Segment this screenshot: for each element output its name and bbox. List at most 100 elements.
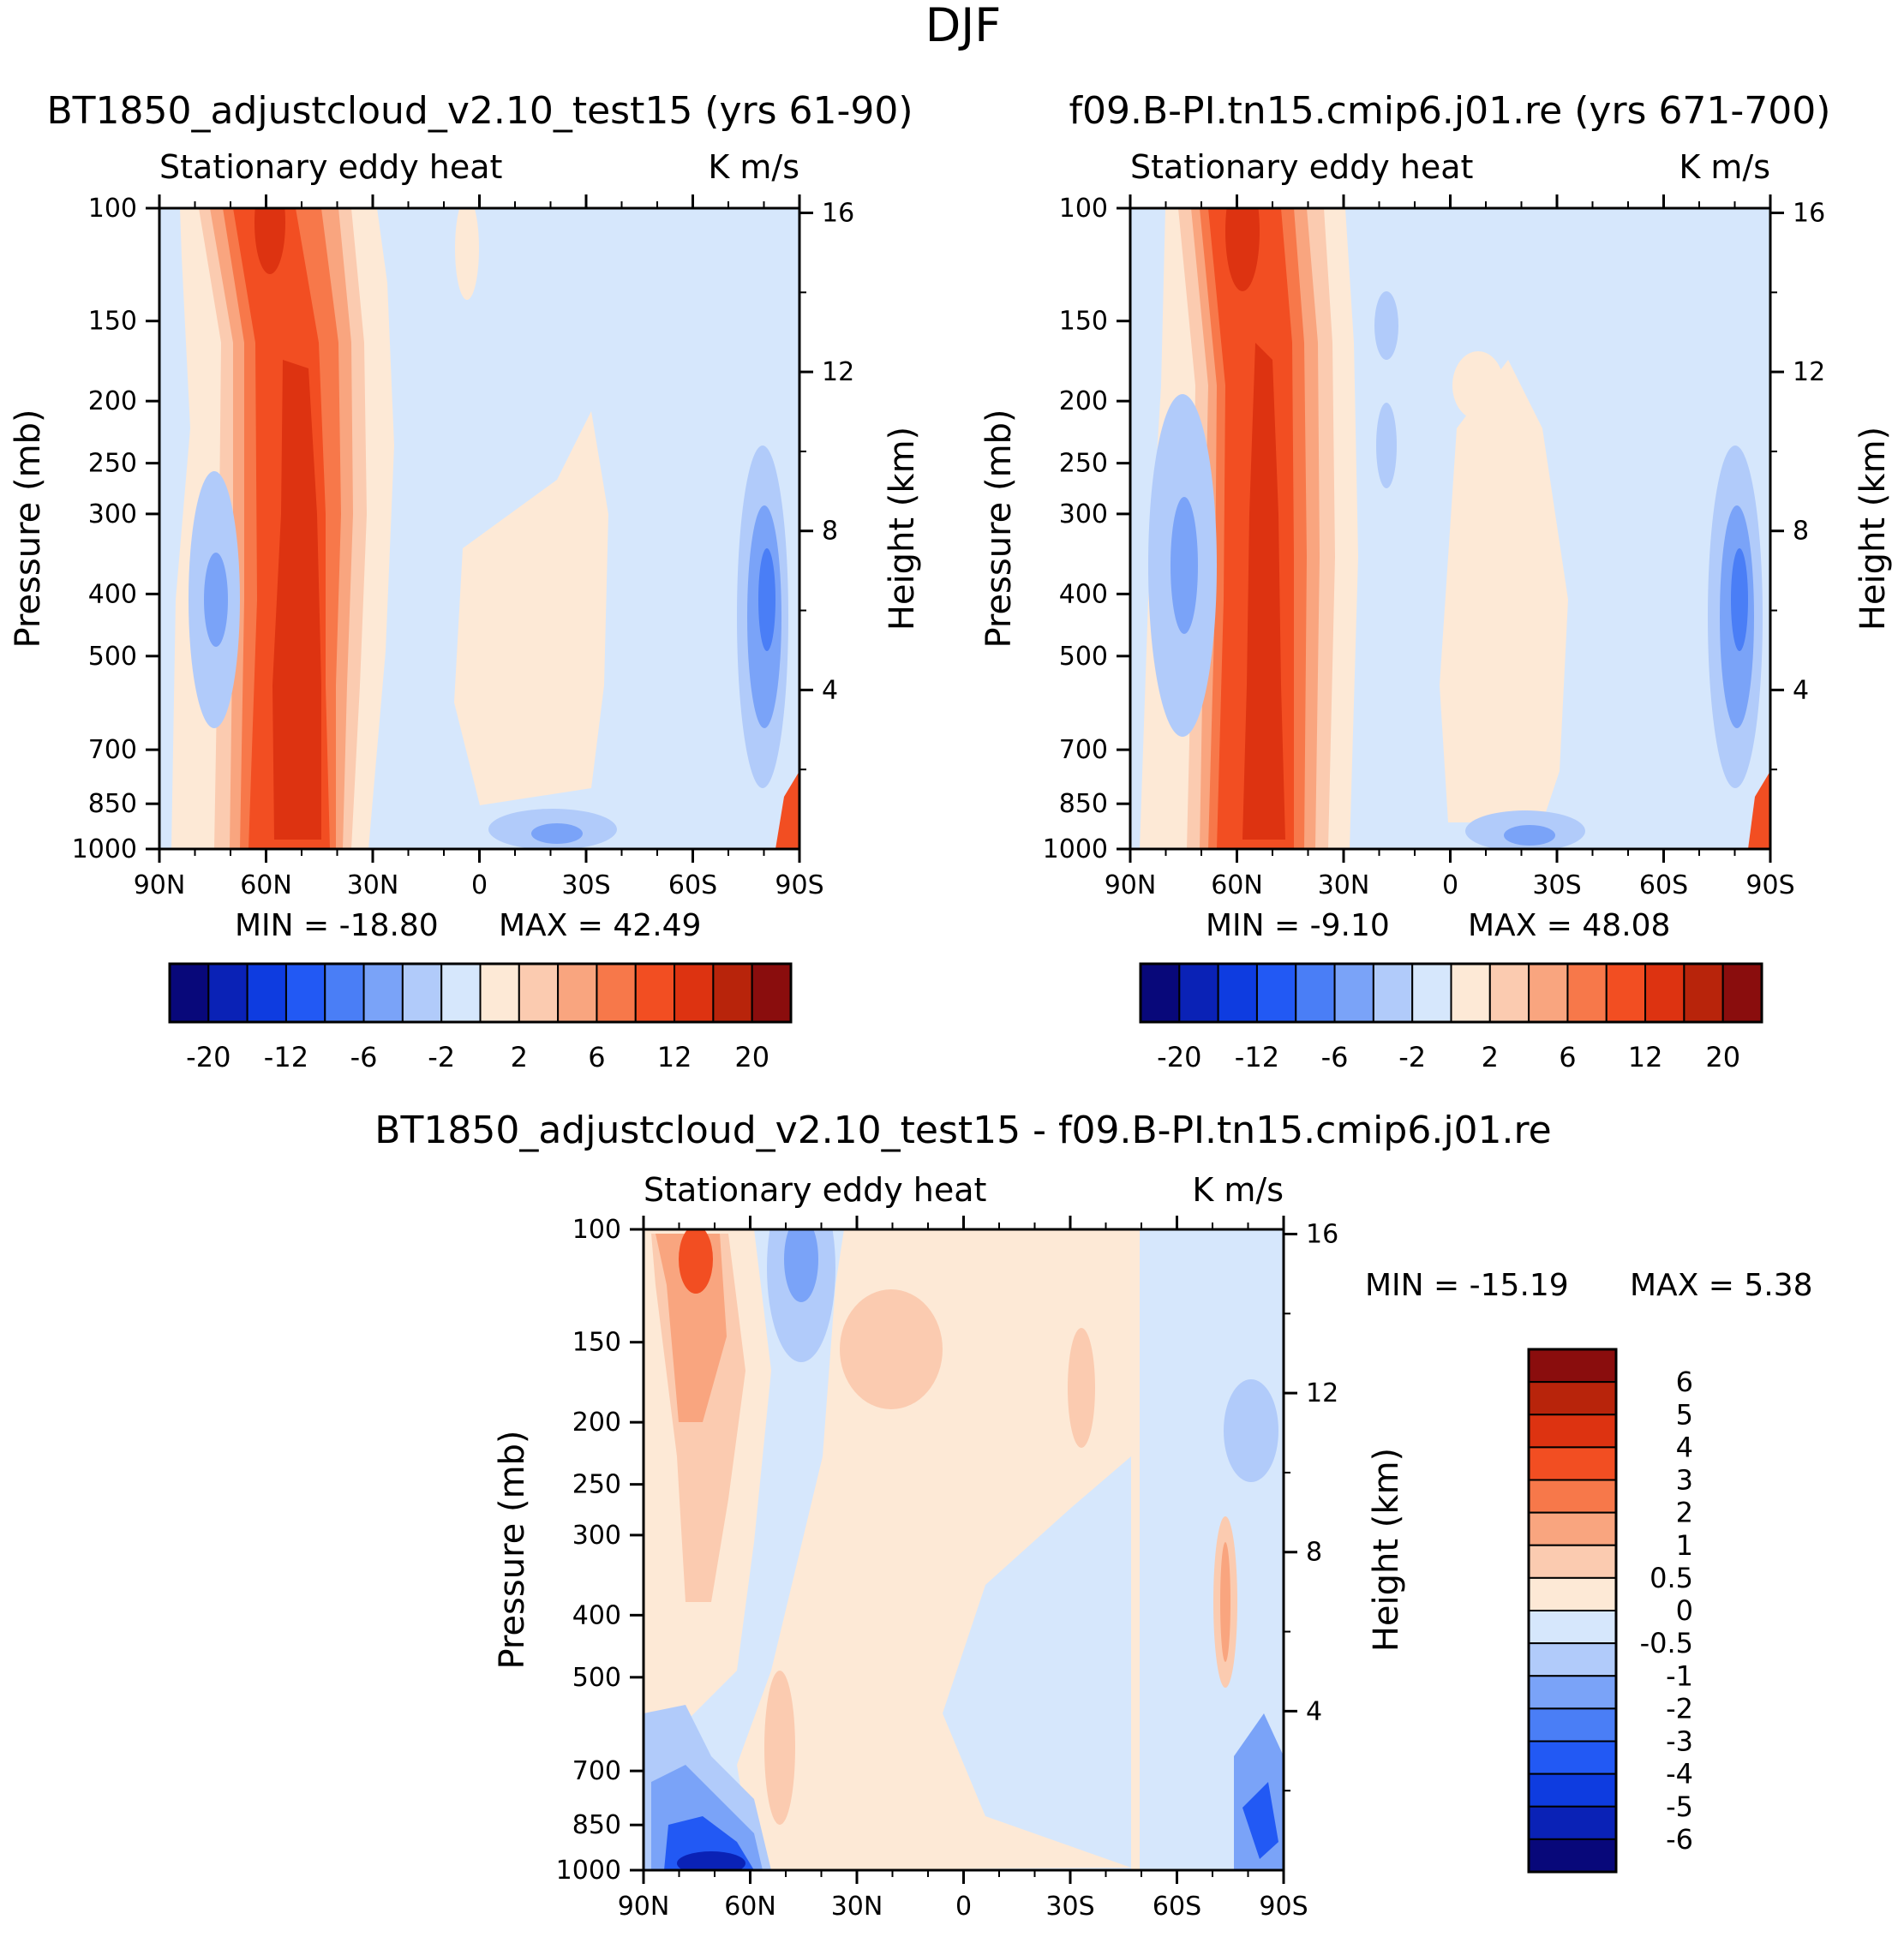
panel-3-colorbar-label-0: 6 (1676, 1366, 1693, 1398)
panel-3-colorbar-label-10: -2 (1666, 1692, 1693, 1725)
panel-2-subtitle-right: K m/s (1679, 148, 1770, 186)
panel-1-colorbar-label-4: 2 (511, 1041, 528, 1073)
panel-1-colorbar-label-0: -20 (186, 1041, 231, 1073)
panel-2-colorbar-box-11 (1566, 963, 1608, 1023)
panel-2-xtick-label-5: 60S (1639, 870, 1688, 900)
panel-3-colorbar-box-1 (1528, 1381, 1617, 1416)
panel-2-colorbar-frame (1139, 962, 1763, 1024)
panel-3-sh-surface-blue-core (1242, 1782, 1278, 1859)
panel-2-colorbar-box-12 (1605, 963, 1647, 1023)
panel-3-colorbar-label-13: -5 (1666, 1791, 1693, 1823)
panel-1-colorbar-frame (168, 962, 793, 1024)
panel-2-colorbar-box-8 (1450, 963, 1491, 1023)
panel-2-colorbar-box-0 (1140, 963, 1181, 1023)
panel-2-colorbar-box-3 (1255, 963, 1297, 1023)
panel-1-ytick-label-2: 200 (88, 386, 137, 416)
panel-3-xtick-label-2: 30N (831, 1892, 883, 1922)
panel-3-ytick-right-label-0: 16 (1306, 1219, 1338, 1249)
panel-3-colorbar-label-12: -4 (1666, 1758, 1693, 1791)
panel-1-colorbar-label-7: 20 (734, 1041, 769, 1073)
panel-1-subtitle-right: K m/s (708, 148, 799, 186)
panel-3-colorbar-label-8: -0.5 (1640, 1627, 1693, 1659)
panel-3-ytick-label-3: 250 (572, 1470, 621, 1500)
panel-3-colorbar-label-11: -3 (1666, 1725, 1693, 1758)
panel-2-ytick-label-7: 700 (1059, 735, 1108, 765)
panel-2-xtick-label-2: 30N (1318, 870, 1370, 900)
panel-3-colorbar-label-3: 3 (1676, 1464, 1693, 1497)
panel-1-ytick-label-0: 100 (88, 194, 137, 224)
panel-3-field (644, 1229, 1284, 1870)
panel-2-colorbar-box-1 (1178, 963, 1219, 1023)
panel-3-sh-light-band (1131, 1229, 1140, 1870)
panel-1-colorbar-box-9 (518, 963, 560, 1023)
panel-1-ytick-right-label-1: 12 (822, 357, 854, 387)
panel-3-colorbar-box-8 (1528, 1610, 1617, 1645)
panel-3-xtick-label-6: 90S (1259, 1892, 1308, 1922)
panel-2-ytick-label-9: 1000 (1043, 834, 1108, 864)
panel-1-xtick-label-1: 60N (240, 870, 292, 900)
panel-1-min-label: MIN = -18.80 (235, 908, 439, 943)
panel-3-colorbar-box-7 (1528, 1576, 1617, 1611)
panel-1-high-light-band (455, 208, 479, 300)
panel-3-axes: 90N 60N 30N 0 30S 60S 90S 100 150 200 250 300 400 500… (556, 1215, 1339, 1922)
panel-3-xtick-label-3: 0 (955, 1892, 972, 1922)
panel-1: BT1850_adjustcloud_v2.10_test15 (yrs 61-… (9, 89, 922, 1073)
panel-2-ytick-label-6: 500 (1059, 642, 1108, 672)
panel-3-ylabel-right: Height (km) (1367, 1448, 1406, 1652)
panel-2-colorbar-label-0: -20 (1157, 1041, 1201, 1073)
panel-2-colorbar-box-4 (1295, 963, 1336, 1023)
panel-2-nh-core-lower (1242, 343, 1285, 840)
panel-3-colorbar-label-14: -6 (1666, 1823, 1693, 1856)
panel-1-ytick-label-3: 250 (88, 449, 137, 479)
panel-2-colorbar-label-6: 12 (1628, 1041, 1663, 1073)
panel-2-colorbar-box-6 (1372, 963, 1414, 1023)
panel-2-surface-blue-core (1504, 825, 1555, 846)
panel-3-colorbar-box-9 (1528, 1642, 1617, 1677)
panel-1-ytick-label-1: 150 (88, 307, 137, 337)
panel-1-ytick-right-label-3: 4 (822, 675, 838, 705)
panel-3-ytick-label-2: 200 (572, 1408, 621, 1438)
panel-2-ytick-label-1: 150 (1059, 307, 1108, 337)
panel-3-min-label: MIN = -15.19 (1365, 1268, 1569, 1303)
panel-3-colorbar-label-5: 1 (1676, 1529, 1693, 1562)
panel-1-colorbar-box-4 (324, 963, 365, 1023)
panel-1-sh-blue-core (758, 548, 775, 651)
panel-1-colorbar-box-11 (596, 963, 637, 1023)
panel-2-colorbar-box-14 (1683, 963, 1724, 1023)
panel-2-ytick-right-label-1: 12 (1793, 357, 1825, 387)
panel-2-colorbar-box-5 (1333, 963, 1374, 1023)
panel-3-ylabel: Pressure (mb) (493, 1430, 532, 1669)
panel-3-sh-pale-cell (1068, 1328, 1095, 1448)
panel-3-ytick-label-6: 500 (572, 1663, 621, 1693)
panel-3-colorbar-box-6 (1528, 1544, 1617, 1579)
panel-1-ylabel-right: Height (km) (883, 427, 922, 631)
panel-1-ytick-right-label-0: 16 (822, 198, 854, 228)
panel-2-colorbar-label-1: -12 (1235, 1041, 1279, 1073)
panel-3-colorbar-frame (1527, 1348, 1618, 1874)
panel-3-colorbar-box-4 (1528, 1479, 1617, 1514)
panel-1-nh-core-upper (254, 208, 285, 274)
panel-3-colorbar-label-4: 2 (1676, 1497, 1693, 1529)
panel-2-colorbar-box-7 (1411, 963, 1452, 1023)
panel-3-colorbar-box-0 (1528, 1348, 1617, 1384)
panel-1-ylabel: Pressure (mb) (9, 409, 48, 648)
panel-1-colorbar-box-13 (674, 963, 715, 1023)
panel-1-colorbar-box-3 (284, 963, 326, 1023)
panel-3-colorbar-box-12 (1528, 1740, 1617, 1775)
panel-3-ytick-label-0: 100 (572, 1215, 621, 1245)
panel-2-nh-core-upper (1225, 208, 1260, 291)
panel-3-ytick-label-5: 400 (572, 1600, 621, 1630)
panel-3-colorbar-label-9: -1 (1666, 1659, 1693, 1692)
panel-1-colorbar-box-14 (712, 963, 753, 1023)
panel-3-colorbar-box-13 (1528, 1773, 1617, 1808)
panel-1-colorbar-label-5: 6 (588, 1041, 605, 1073)
panel-1-colorbar-box-10 (557, 963, 598, 1023)
panel-1-colorbar-box-1 (207, 963, 248, 1023)
panel-2-surface-red-corner (1748, 771, 1770, 849)
panel-3-colorbar-box-15 (1528, 1838, 1617, 1873)
panel-2-xtick-label-6: 90S (1745, 870, 1794, 900)
panel-3-nh-upper-blue-core (784, 1229, 818, 1302)
panel-3-mid-light-band (737, 1229, 1131, 1870)
panel-1-colorbar-box-7 (440, 963, 482, 1023)
